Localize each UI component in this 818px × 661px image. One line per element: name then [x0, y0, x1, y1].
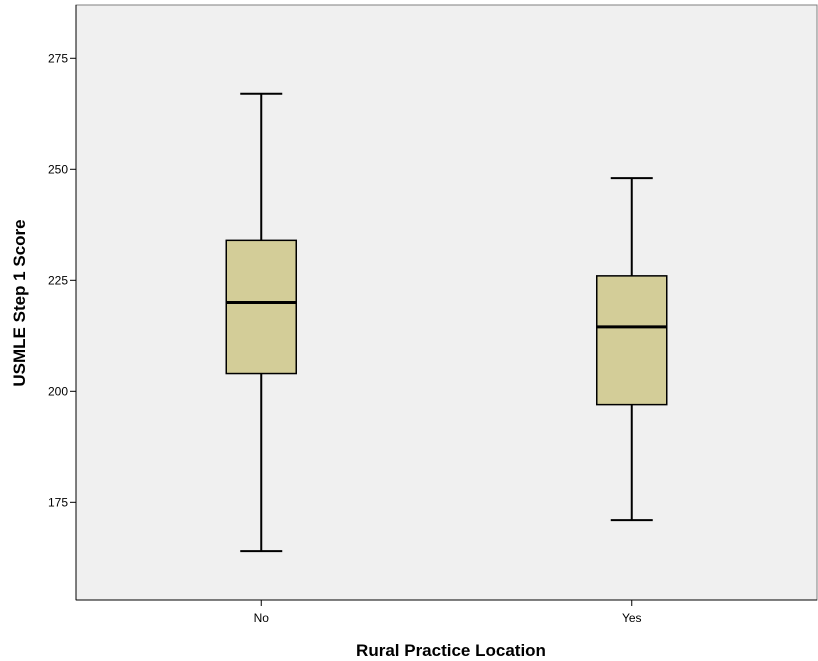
box-yes	[596, 177, 668, 522]
iqr-box	[596, 275, 668, 406]
y-tick-label: 250	[48, 162, 68, 176]
y-tick-label: 175	[48, 495, 68, 509]
x-axis-title: Rural Practice Location	[356, 641, 546, 660]
plot-area	[75, 4, 818, 601]
box-no	[225, 92, 297, 553]
y-axis-ticks: 175 200 225 250 275	[48, 51, 76, 509]
y-axis-title: USMLE Step 1 Score	[10, 219, 29, 386]
box-series	[225, 92, 668, 553]
x-tick-label: No	[254, 611, 270, 625]
iqr-box	[225, 239, 297, 375]
y-tick-label: 275	[48, 51, 68, 65]
y-tick-label: 200	[48, 384, 68, 398]
y-tick-label: 225	[48, 273, 68, 287]
x-tick-label: Yes	[622, 611, 642, 625]
x-axis-ticks: No Yes	[254, 600, 642, 625]
